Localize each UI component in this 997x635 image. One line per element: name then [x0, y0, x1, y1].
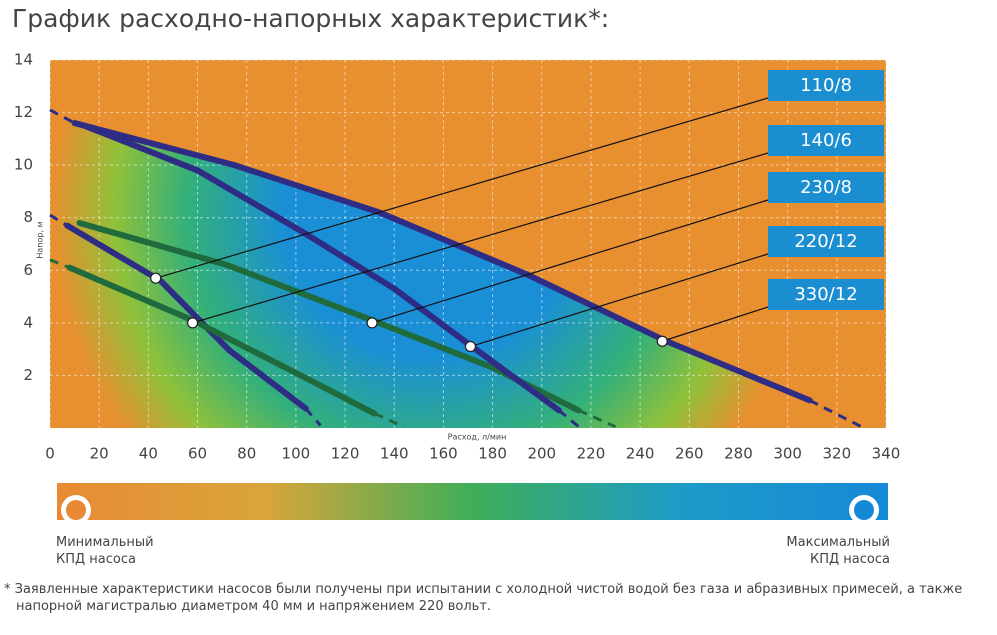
legend-box: [768, 125, 884, 156]
x-tick-label: 100: [282, 445, 311, 463]
footnote: * Заявленные характеристики насосов были…: [4, 582, 963, 614]
dash-extension: [373, 412, 405, 429]
chart-title: График расходно-напорных характеристик*:: [12, 4, 609, 33]
x-tick-label: 320: [823, 445, 852, 463]
x-tick-label: 340: [872, 445, 901, 463]
x-tick-label: 60: [188, 445, 207, 463]
x-tick-label: 220: [577, 445, 606, 463]
dash-extension: [558, 409, 580, 428]
max-label: Максимальный КПД насоса: [786, 535, 890, 567]
label-point: [656, 335, 668, 347]
x-tick-label: 240: [626, 445, 655, 463]
leader-line: [192, 152, 769, 324]
x-tick-label: 280: [724, 445, 753, 463]
legend-label: 230/8: [800, 177, 852, 198]
efficiency-bar: [57, 483, 888, 520]
min-marker: [66, 500, 86, 520]
label-point: [150, 272, 162, 284]
leader-line: [662, 306, 769, 342]
label-point: [464, 340, 477, 353]
min-label: Минимальный КПД насоса: [56, 535, 154, 567]
x-tick-label: 200: [527, 445, 556, 463]
x-tick-label: 180: [478, 445, 507, 463]
legend-box: [768, 70, 884, 101]
x-tick-label: 0: [45, 445, 55, 463]
y-tick-label: 12: [14, 103, 33, 121]
curve: [81, 122, 562, 414]
y-tick-label: 10: [14, 156, 33, 174]
dash-extension: [49, 213, 68, 227]
efficiency-area: [50, 100, 862, 428]
y-tick-label: 14: [14, 51, 33, 69]
legend-label: 220/12: [794, 231, 857, 252]
x-tick-label: 300: [773, 445, 802, 463]
legend-label: 140/6: [800, 130, 852, 151]
dash-extension: [304, 407, 322, 427]
dash-extension: [49, 108, 76, 125]
legend-box: [768, 172, 884, 203]
legend-box: [768, 279, 884, 310]
legend-box: [768, 226, 884, 257]
legend-label: 110/8: [800, 75, 852, 96]
dash-extension: [49, 258, 71, 270]
y-axis-label: Напор, м: [36, 221, 45, 258]
leader-line: [371, 199, 769, 324]
x-tick-label: 80: [237, 445, 256, 463]
curve: [71, 120, 813, 404]
y-tick-label: 8: [23, 208, 33, 226]
max-marker: [854, 500, 874, 520]
x-tick-label: 160: [429, 445, 458, 463]
x-tick-label: 20: [90, 445, 109, 463]
dash-extension: [578, 409, 617, 429]
curve: [66, 264, 378, 417]
label-point: [187, 317, 199, 329]
x-tick-label: 40: [139, 445, 158, 463]
x-axis-label: Расход, л/мин: [448, 433, 507, 442]
label-point: [366, 317, 378, 329]
y-tick-label: 6: [23, 261, 33, 279]
leader-line: [470, 253, 769, 348]
curve: [64, 222, 309, 412]
x-tick-label: 260: [675, 445, 704, 463]
y-tick-label: 4: [23, 313, 33, 331]
x-tick-label: 140: [380, 445, 409, 463]
y-tick-label: 2: [23, 366, 33, 384]
leader-line: [155, 97, 769, 279]
x-tick-label: 120: [331, 445, 360, 463]
legend-label: 330/12: [794, 284, 857, 305]
dash-extension: [809, 399, 863, 429]
